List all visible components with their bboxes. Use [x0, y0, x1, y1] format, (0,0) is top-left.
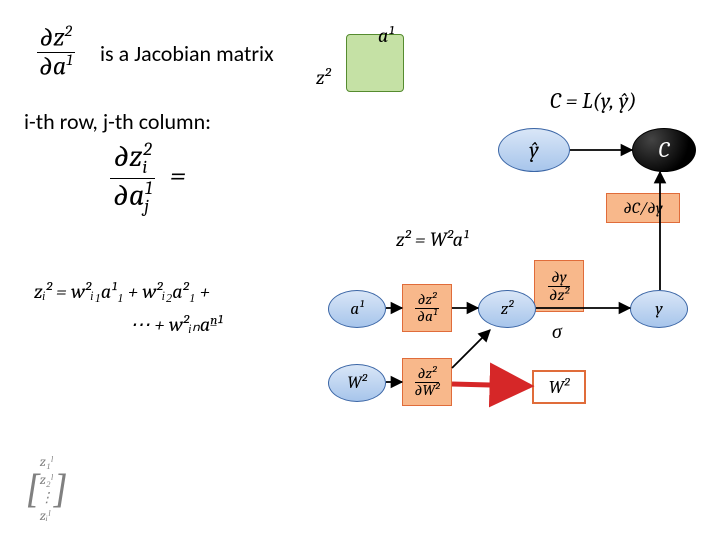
arrows-layer: [0, 0, 720, 540]
